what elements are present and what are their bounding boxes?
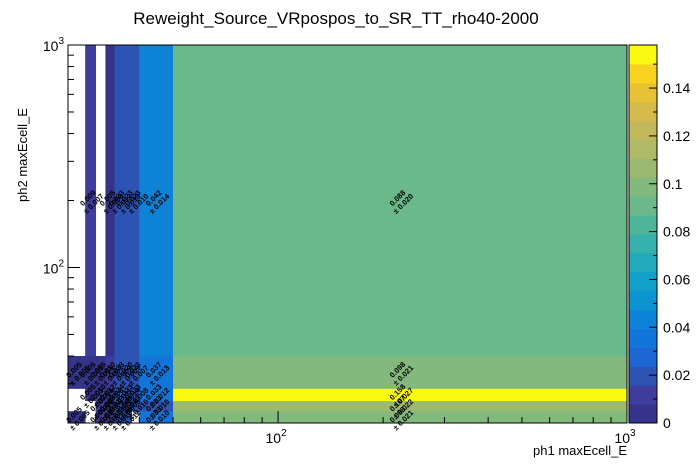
colorbar-swatch [629,290,657,311]
colorbar-swatch [629,328,657,348]
heatmap-cell [173,45,628,357]
colorbar-swatch [629,63,657,84]
heatmap-cell [139,388,174,402]
colorbar-swatch [629,196,657,216]
heatmap-cell [95,356,106,389]
colorbar-swatch [629,385,657,405]
heatmap-cell [105,400,115,412]
colorbar: 0 0.02 0.04 0.06 0.08 0.1 0.12 0.14 [628,44,690,431]
colorbar-swatch [629,309,657,329]
heatmap-cell [105,411,115,424]
colorbar-swatch [629,101,657,122]
heatmap-cell [68,356,86,389]
heatmap-cell [95,388,106,402]
x-tick-label: 102 [266,428,288,446]
colorbar-swatch [629,82,657,103]
plot-frame [67,44,628,424]
colorbar-swatch [629,120,657,140]
colorbar-tick-label: 0.1 [663,176,683,192]
colorbar-swatch [629,404,657,424]
heatmap-cell [123,45,132,357]
heatmap-cell [114,400,124,412]
heatmap-cell [131,356,140,389]
heatmap-cell [139,45,174,357]
colorbar-swatch [629,139,657,159]
heatmap-cell [131,400,140,412]
colorbar-swatch [629,215,657,235]
heatmap-cell [105,45,115,357]
colorbar-swatch [629,158,657,178]
heatmap-cell [114,356,124,389]
heatmap-cell [95,400,106,412]
colorbar-tick-label: 0.06 [663,271,690,287]
colorbar-swatch [629,177,657,197]
colorbar-frame [628,44,658,424]
heatmap-cell [173,400,628,412]
axes: 102 103 102 103 [43,36,636,446]
colorbar-swatch [629,234,657,254]
heatmap-cell [131,388,140,402]
heatmap-cell [68,411,86,424]
colorbar-tick-label: 0.04 [663,319,690,335]
heatmap-cell [123,411,132,424]
heatmap-cells [68,45,628,424]
heatmap-cell [139,400,174,412]
heatmap-cell [114,411,124,424]
y-tick-label: 103 [43,36,65,54]
heatmap-cell [105,356,115,389]
colorbar-swatch [629,271,657,292]
heatmap-cell [85,356,97,389]
heatmap-cell [131,45,140,357]
heatmap-cell [139,411,174,424]
colorbar-tick-label: 0.12 [663,128,690,144]
colorbar-tick-label: 0.02 [663,367,690,383]
heatmap-cell [173,388,628,402]
heatmap-cell [95,411,106,424]
heatmap-cell [139,356,174,389]
y-tick-label: 102 [43,258,65,276]
colorbar-swatch [629,366,657,386]
heatmap-cell [123,356,132,389]
x-tick-label: 103 [614,428,636,446]
colorbar-swatch [629,347,657,367]
heatmap-cell [114,388,124,402]
colorbar-swatch [629,45,657,65]
chart-title: Reweight_Source_VRpospos_to_SR_TT_rho40-… [133,9,538,28]
heatmap-cell [173,411,628,424]
colorbar-tick-label: 0.14 [663,80,690,96]
heatmap-cell [85,45,97,357]
colorbar-swatch [629,252,657,273]
x-axis-label: ph1 maxEcell_E [533,443,627,458]
heatmap-cell [114,45,124,357]
colorbar-tick-label: 0.08 [663,224,690,240]
heatmap-cell [173,356,628,389]
heatmap-cell [123,388,132,402]
y-axis-label: ph2 maxEcell_E [15,108,30,202]
colorbar-tick-label: 0 [663,415,671,431]
heatmap-cell [123,400,132,412]
heatmap-cell [105,388,115,402]
heatmap-cell [85,388,97,402]
